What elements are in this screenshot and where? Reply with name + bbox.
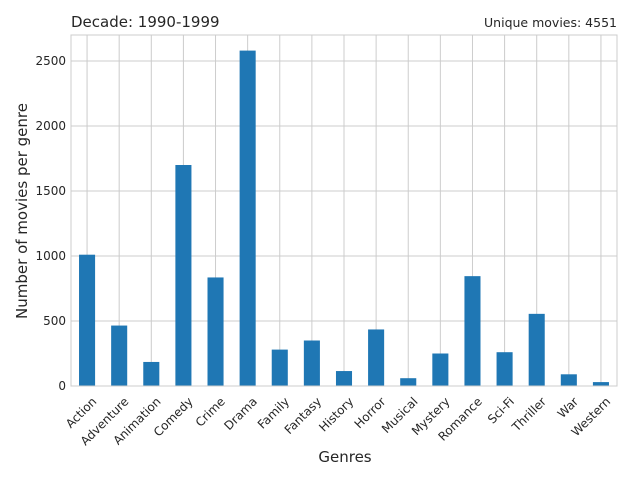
bar-fantasy <box>303 340 320 386</box>
plot-frame <box>70 34 618 387</box>
bar-romance <box>464 276 481 386</box>
y-tick-label: 2500 <box>35 54 66 68</box>
bar-animation <box>143 361 160 386</box>
bar-war <box>560 374 577 386</box>
y-tick-label: 500 <box>43 314 66 328</box>
bar-history <box>335 371 353 386</box>
chart-title: Decade: 1990-1999 <box>71 13 220 31</box>
y-tick-label: 1000 <box>35 249 66 263</box>
bar-family <box>271 349 288 386</box>
bar-western <box>592 382 609 386</box>
bar-musical <box>400 378 417 386</box>
bar-crime <box>207 277 224 386</box>
bar-comedy <box>175 165 192 386</box>
bar-mystery <box>432 353 449 386</box>
bar-drama <box>239 50 256 386</box>
y-tick-label: 2000 <box>35 119 66 133</box>
bar-sci-fi <box>496 352 513 386</box>
y-tick-label: 1500 <box>35 184 66 198</box>
bars <box>79 50 609 386</box>
bar-adventure <box>111 325 128 386</box>
bar-thriller <box>528 313 545 386</box>
bar-horror <box>368 329 385 386</box>
chart-subtitle: Unique movies: 4551 <box>484 15 617 30</box>
x-axis-label: Genres <box>318 448 371 466</box>
y-tick-label: 0 <box>58 379 66 393</box>
bar-action <box>79 254 96 386</box>
y-axis-label: Number of movies per genre <box>13 103 31 319</box>
